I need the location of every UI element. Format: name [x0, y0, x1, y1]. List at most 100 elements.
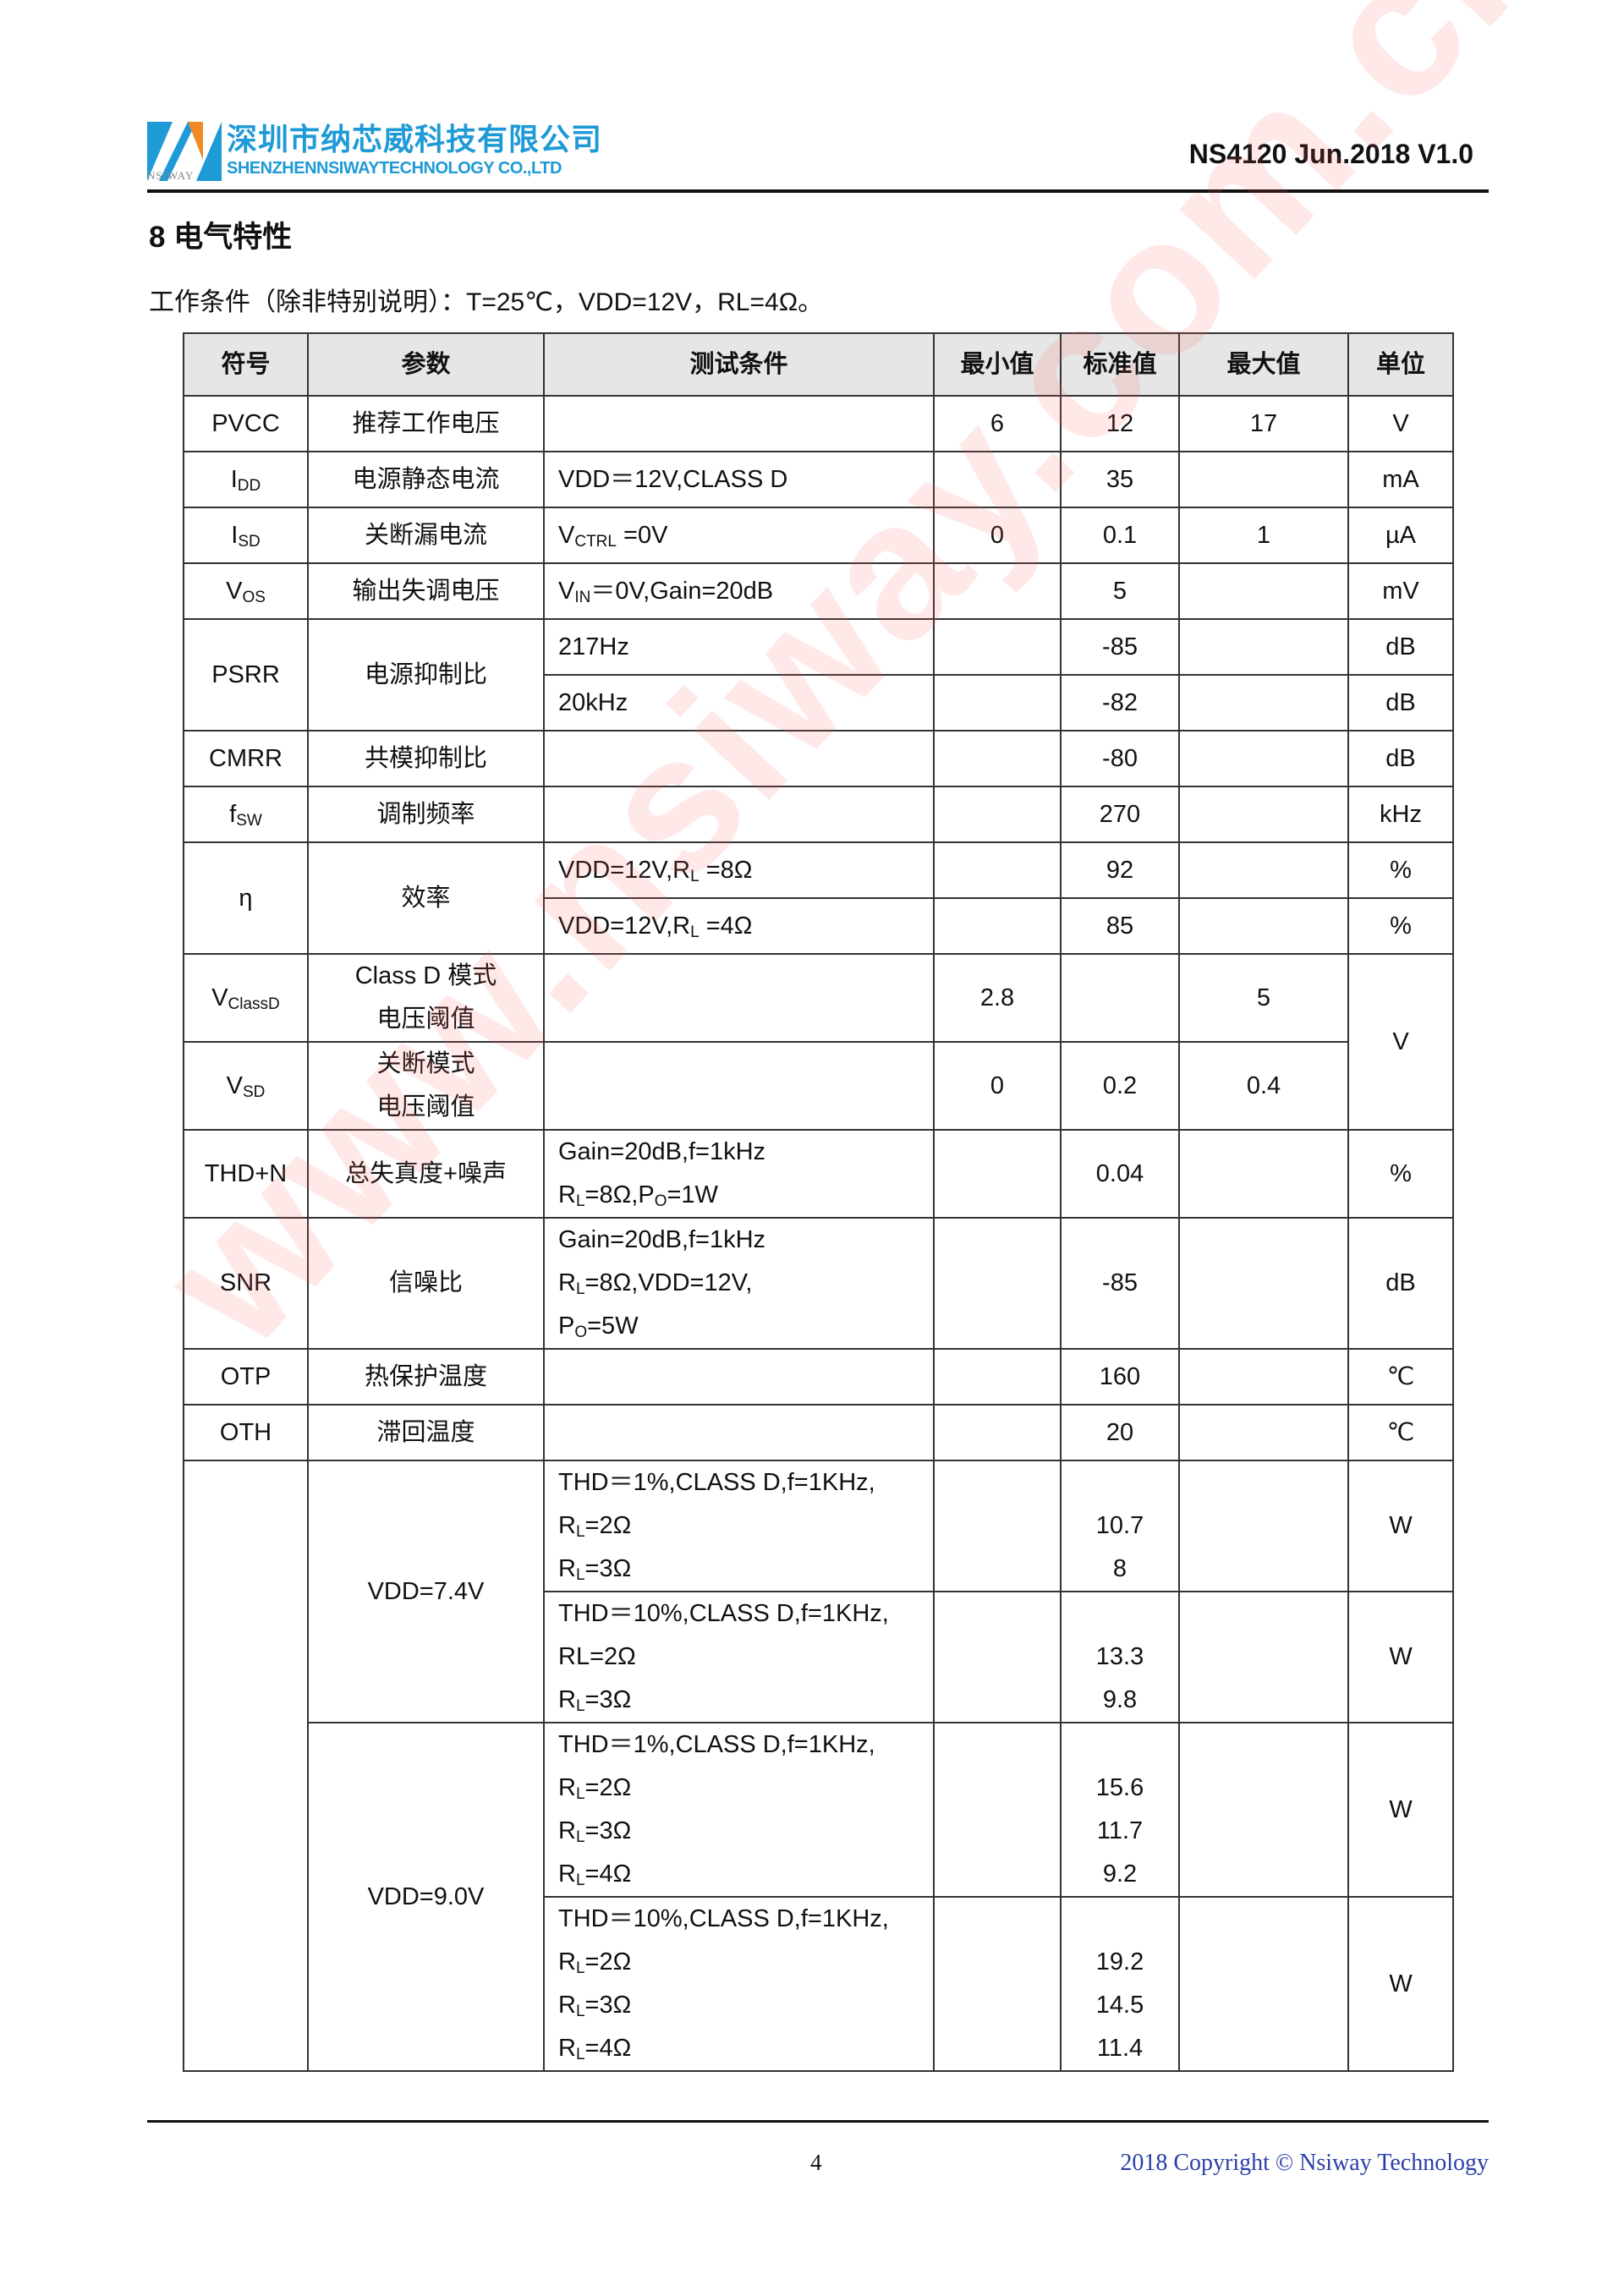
- cell-test-condition: [543, 786, 935, 843]
- cell-typ: 85: [1060, 897, 1180, 955]
- cell-test-condition: THD＝1%,CLASS D,f=1KHz, RL=2Ω RL=3Ω RL=4Ω: [543, 1722, 935, 1898]
- cell-unit: dB: [1347, 618, 1454, 676]
- cell-min: [933, 1460, 1062, 1592]
- table-row: IDD 电源静态电流 VDD＝12V,CLASS D 35 mA: [183, 451, 1454, 508]
- cell-symbol: VSD: [183, 1041, 309, 1131]
- cell-unit: mV: [1347, 562, 1454, 620]
- cell-unit: %: [1347, 841, 1454, 899]
- cell-max: [1178, 841, 1349, 899]
- cell-max: 5: [1178, 953, 1349, 1043]
- cell-test-condition: VIN＝0V,Gain=20dB: [543, 562, 935, 620]
- cell-typ: -82: [1060, 674, 1180, 732]
- cell-max: [1178, 1722, 1349, 1898]
- cell-min: 6: [933, 395, 1062, 452]
- cell-parameter: Class D 模式 电压阈值: [307, 953, 545, 1043]
- subscript: L: [575, 1280, 585, 1298]
- subscript: ClassD: [228, 995, 280, 1013]
- cell-parameter: 调制频率: [307, 786, 545, 843]
- column-header-unit: 单位: [1347, 332, 1454, 397]
- cell-typ: 92: [1060, 841, 1180, 899]
- cell-unit: V: [1347, 953, 1454, 1131]
- column-header-symbol: 符号: [183, 332, 309, 397]
- cell-unit: dB: [1347, 674, 1454, 732]
- cell-max: [1178, 674, 1349, 732]
- table-row: THD＝10%,CLASS D,f=1KHz, RL=2Ω RL=3Ω 13.3…: [184, 1591, 1454, 1723]
- table-row: VSD 关断模式 电压阈值 0 0.2 0.4: [183, 1041, 1453, 1131]
- page-number: 4: [810, 2150, 822, 2175]
- cell-min: [933, 451, 1062, 508]
- cell-min: [933, 897, 1062, 955]
- cell-max: [1178, 786, 1349, 843]
- cell-unit: µA: [1347, 507, 1454, 564]
- cell-typ: 10.7 8: [1060, 1460, 1180, 1592]
- table-row: ISD 关断漏电流 VCTRL =0V 0 0.1 1 µA: [183, 507, 1454, 564]
- cell-test-condition: [543, 730, 935, 787]
- cell-unit: %: [1347, 897, 1454, 955]
- cell-min: [933, 786, 1062, 843]
- subscript: OS: [242, 588, 266, 606]
- cell-typ: 35: [1060, 451, 1180, 508]
- table-row: VOS 输出失调电压 VIN＝0V,Gain=20dB 5 mV: [183, 562, 1454, 620]
- cell-parameter: 共模抑制比: [307, 730, 545, 787]
- cell-typ: -80: [1060, 730, 1180, 787]
- subscript: L: [575, 1959, 585, 1977]
- table-row: VDD=7.4V THD＝1%,CLASS D,f=1KHz, RL=2Ω RL=…: [183, 1460, 1454, 2072]
- copyright: 2018 Copyright © Nsiway Technology: [1120, 2150, 1489, 2176]
- cell-symbol: PVCC: [183, 395, 309, 452]
- cell-symbol: fSW: [183, 786, 309, 843]
- cell-parameter: VDD=7.4V: [307, 1460, 545, 1723]
- subscript: IN: [574, 588, 591, 606]
- cell-min: [933, 618, 1062, 676]
- cell-min: [933, 1722, 1062, 1898]
- cell-unit: %: [1347, 1129, 1454, 1219]
- table-header-row: 符号 参数 测试条件 最小值 标准值 最大值 单位: [183, 332, 1454, 397]
- subscript: L: [575, 1697, 585, 1715]
- cell-min: [933, 1896, 1062, 2072]
- table-row: 20kHz -82 dB: [184, 674, 1454, 732]
- cell-unit: V: [1347, 395, 1454, 452]
- cell-max: [1178, 562, 1349, 620]
- table-row: OTP 热保护温度 160 ℃: [183, 1348, 1454, 1406]
- cell-min: [933, 1348, 1062, 1406]
- cell-unit: dB: [1347, 1217, 1454, 1350]
- subscript: L: [690, 923, 700, 941]
- cell-test-condition: VDD＝12V,CLASS D: [543, 451, 935, 508]
- cell-min: [933, 841, 1062, 899]
- cell-test-condition: 217Hz: [543, 618, 935, 676]
- subscript: O: [574, 1323, 588, 1341]
- subscript: L: [575, 1566, 585, 1584]
- cell-symbol: OTH: [183, 1404, 309, 1461]
- cell-test-condition: 20kHz: [543, 674, 935, 732]
- cell-symbol: ISD: [183, 507, 309, 564]
- cell-symbol: [183, 1460, 309, 2072]
- cell-typ: 0.1: [1060, 507, 1180, 564]
- cell-typ: [1060, 953, 1180, 1043]
- cell-unit: W: [1347, 1591, 1454, 1723]
- cell-symbol: THD+N: [183, 1129, 309, 1219]
- cell-typ: 20: [1060, 1404, 1180, 1461]
- company-logo: [147, 122, 222, 181]
- subscript: L: [575, 1828, 585, 1846]
- table-row: THD＝10%,CLASS D,f=1KHz, RL=2Ω RL=3Ω RL=4…: [184, 1896, 1454, 2072]
- cell-test-condition: VCTRL =0V: [543, 507, 935, 564]
- cell-unit: mA: [1347, 451, 1454, 508]
- cell-symbol: CMRR: [183, 730, 309, 787]
- cell-symbol: VClassD: [183, 953, 309, 1043]
- section-title: 8 电气特性: [149, 221, 293, 254]
- cell-max: [1178, 730, 1349, 787]
- cell-max: [1178, 618, 1349, 676]
- cell-symbol: OTP: [183, 1348, 309, 1406]
- cell-typ: 160: [1060, 1348, 1180, 1406]
- footer-divider: [147, 2120, 1489, 2123]
- cell-min: 2.8: [933, 953, 1062, 1043]
- cell-max: [1178, 1896, 1349, 2072]
- column-header-max: 最大值: [1178, 332, 1349, 397]
- cell-parameter: 信噪比: [307, 1217, 545, 1350]
- cell-parameter: 推荐工作电压: [307, 395, 545, 452]
- cell-typ: 15.6 11.7 9.2: [1060, 1722, 1180, 1898]
- electrical-characteristics-table: 符号 参数 测试条件 最小值 标准值 最大值 单位 PVCC 推荐工作电压 6 12 17 V IDD 电源…: [183, 332, 1454, 2072]
- cell-max: [1178, 1591, 1349, 1723]
- cell-test-condition: Gain=20dB,f=1kHz RL=8Ω,PO=1W: [543, 1129, 935, 1219]
- table-row: η 效率 VDD=12V,RL =8Ω 92%: [183, 841, 1454, 955]
- cell-unit: W: [1347, 1896, 1454, 2072]
